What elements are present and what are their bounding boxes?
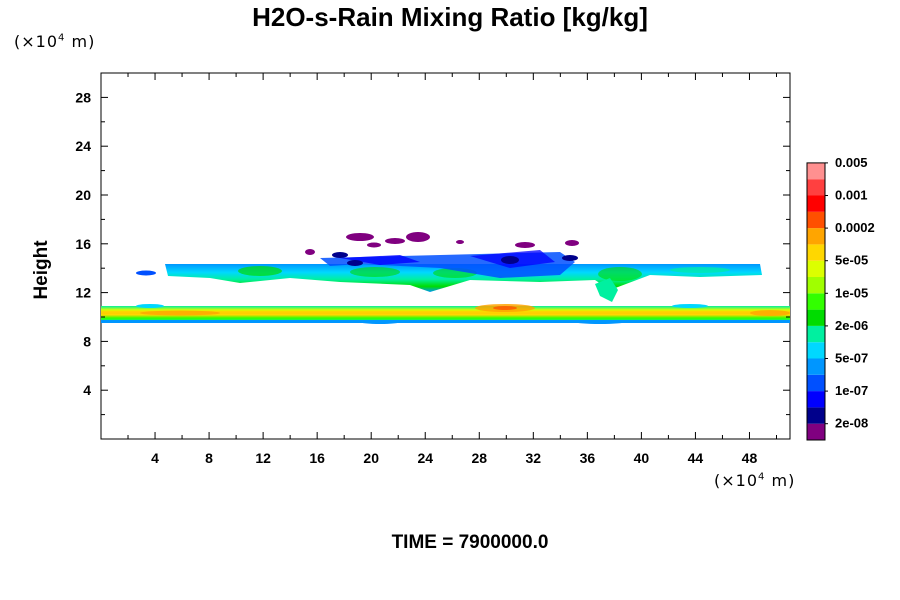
x-tick-label: 32 [526, 450, 542, 466]
colorbar-cell [807, 244, 825, 261]
x-tick-label: 36 [580, 450, 596, 466]
x-tick-label: 8 [205, 450, 213, 466]
colorbar-cell [807, 260, 825, 277]
x-tick-label: 48 [742, 450, 758, 466]
data-field [101, 232, 790, 324]
x-tick-label: 24 [417, 450, 433, 466]
colorbar-cell [807, 391, 825, 408]
y-tick-label: 28 [75, 89, 91, 105]
y-tick-label: 24 [75, 138, 91, 154]
colorbar-cell [807, 228, 825, 245]
colorbar-label: 0.001 [835, 188, 868, 203]
colorbar-cell [807, 423, 825, 440]
time-label: TIME = 7900000.0 [391, 532, 549, 553]
colorbar-cell [807, 407, 825, 424]
colorbar-label: 1e-05 [835, 285, 868, 300]
colorbar-cell [807, 374, 825, 392]
chart-title: H2O-s-Rain Mixing Ratio [kg/kg] [252, 2, 648, 32]
colorbar-cell [807, 309, 825, 326]
colorbar-cell [807, 293, 825, 310]
y-tick-label: 20 [75, 187, 91, 203]
colorbar-label: 0.0002 [835, 220, 875, 235]
x-unit-label: (×104 m) [714, 471, 796, 490]
colorbar-label: 0.005 [835, 155, 868, 170]
colorbar-cell [807, 325, 825, 343]
colorbar-cell [807, 211, 825, 229]
colorbar-frame [806, 162, 826, 441]
x-tick-label: 20 [363, 450, 379, 466]
y-unit-label: (×104 m) [14, 32, 96, 51]
y-tick-label: 8 [83, 333, 91, 349]
colorbar-cell [807, 277, 825, 294]
x-tick-label: 16 [309, 450, 325, 466]
x-tick-label: 4 [151, 450, 159, 466]
x-tick-label: 12 [255, 450, 271, 466]
x-tick-label: 44 [688, 450, 704, 466]
y-tick-label: 16 [75, 236, 91, 252]
colorbar-cell [807, 195, 825, 212]
y-tick-label: 12 [75, 285, 91, 301]
x-tick-label: 28 [471, 450, 487, 466]
colorbar-label: 2e-06 [835, 318, 868, 333]
colorbar-label: 2e-08 [835, 416, 868, 431]
colorbar-cell [807, 342, 825, 359]
colorbar-cell [807, 358, 825, 375]
y-tick-label: 4 [83, 382, 91, 398]
x-tick-label: 40 [634, 450, 650, 466]
colorbar-cell [807, 179, 825, 196]
colorbar-label: 1e-07 [835, 383, 868, 398]
colorbar-label: 5e-05 [835, 253, 868, 268]
colorbar-label: 5e-07 [835, 351, 868, 366]
colorbar-cell [807, 162, 825, 180]
